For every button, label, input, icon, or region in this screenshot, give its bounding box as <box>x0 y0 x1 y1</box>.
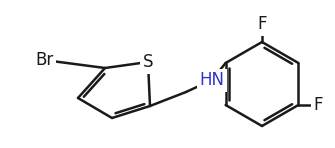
Text: F: F <box>314 96 323 114</box>
Text: Br: Br <box>35 51 53 69</box>
Text: HN: HN <box>200 71 224 89</box>
Text: F: F <box>257 15 267 33</box>
Text: S: S <box>143 53 153 71</box>
